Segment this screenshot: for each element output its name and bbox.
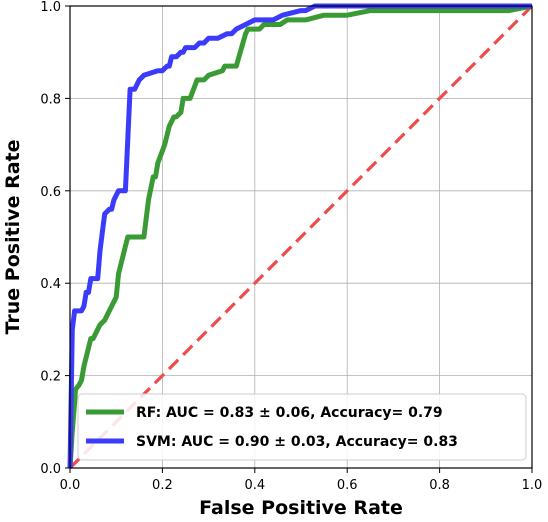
x-tick-label: 0.0	[60, 478, 81, 493]
plot-frame	[69, 5, 533, 469]
legend: RF: AUC = 0.83 ± 0.06, Accuracy= 0.79 SVM…	[77, 393, 527, 461]
y-tick-label: 0.0	[40, 462, 61, 477]
y-tick-label: 1.0	[40, 0, 61, 15]
grid	[69, 5, 533, 469]
x-tick-label: 1.0	[522, 478, 543, 493]
legend-label-svm: SVM: AUC = 0.90 ± 0.03, Accuracy= 0.83	[136, 434, 458, 450]
y-tick-label: 0.8	[40, 92, 61, 107]
legend-box	[77, 393, 527, 461]
ticks: 0.0 0.2 0.4 0.6 0.8 1.0 0.0 0.2 0.4 0.6 0.8 1.0	[40, 0, 542, 493]
series-group	[67, 3, 534, 470]
series-line-rf	[67, 3, 533, 469]
reference-diagonal-line	[68, 4, 534, 470]
y-axis-label: True Positive Rate	[2, 140, 24, 335]
x-tick-label: 0.4	[244, 478, 265, 493]
series-line-svm	[67, 3, 532, 469]
x-tick-label: 0.6	[337, 478, 358, 493]
x-tick-label: 0.8	[429, 478, 450, 493]
y-tick-label: 0.6	[40, 185, 61, 200]
legend-label-rf: RF: AUC = 0.83 ± 0.06, Accuracy= 0.79	[136, 405, 443, 421]
y-tick-label: 0.4	[40, 277, 61, 292]
y-tick-label: 0.2	[40, 370, 61, 385]
x-axis-label: False Positive Rate	[199, 497, 403, 519]
x-tick-label: 0.2	[152, 478, 173, 493]
